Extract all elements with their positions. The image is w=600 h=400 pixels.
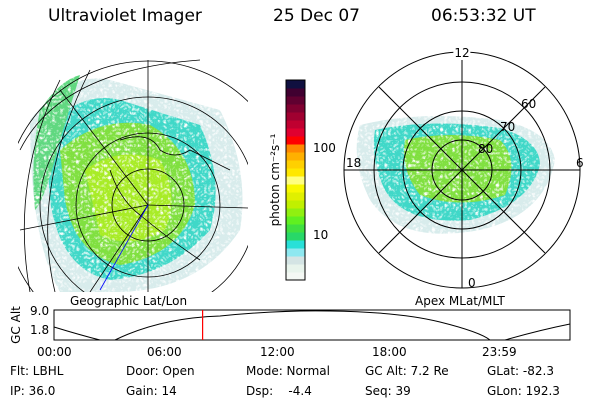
colorbar-swatch xyxy=(286,232,305,241)
status-seq: Seq: 39 xyxy=(365,384,411,398)
status-gc-alt: GC Alt: 7.2 Re xyxy=(365,364,449,378)
timeline-ylabel: GC Alt xyxy=(9,306,23,344)
status-dsp: Dsp: -4.4 xyxy=(246,384,312,398)
time-label: 06:53:32 UT xyxy=(431,6,536,26)
colorbar-swatch xyxy=(286,192,305,201)
colorbar-swatch xyxy=(286,256,305,265)
ytick-1-8: 1.8 xyxy=(30,323,50,337)
colorbar-swatch xyxy=(286,120,305,129)
status-gain: Gain: 14 xyxy=(126,384,177,398)
colorbar-swatch xyxy=(286,216,305,225)
colorbar-swatch xyxy=(286,160,305,169)
ytick-9: 9.0 xyxy=(30,304,50,318)
apex-polar-map xyxy=(343,51,581,289)
xtick-2: 12:00 xyxy=(260,345,295,359)
date-label: 25 Dec 07 xyxy=(273,6,360,26)
mlt-label-18: 18 xyxy=(346,156,362,170)
mlt-label-6: 6 xyxy=(576,156,584,170)
status-glon: GLon: 192.3 xyxy=(487,384,560,398)
xtick-1: 06:00 xyxy=(147,345,182,359)
colorbar-swatch xyxy=(286,104,305,113)
colorbar-frame xyxy=(285,79,306,281)
xtick-0: 00:00 xyxy=(37,345,72,359)
colorbar-swatch xyxy=(286,96,305,105)
colorbar xyxy=(285,79,306,281)
status-mode: Mode: Normal xyxy=(246,364,330,378)
colorbar-unit-label: photon cm⁻²s⁻¹ xyxy=(268,133,282,227)
altitude-timeline xyxy=(53,309,571,341)
colorbar-swatch xyxy=(286,128,305,137)
status-ip: IP: 36.0 xyxy=(10,384,56,398)
colorbar-swatch xyxy=(286,200,305,209)
colorbar-swatch xyxy=(286,176,305,185)
lat-label-80: 80 xyxy=(478,142,494,156)
status-filter: Flt: LBHL xyxy=(10,364,64,378)
mlt-label-0: 0 xyxy=(468,276,476,290)
lat-label-70: 70 xyxy=(500,120,516,134)
colorbar-swatch xyxy=(286,248,305,257)
colorbar-swatch xyxy=(286,208,305,217)
colorbar-swatch xyxy=(286,136,305,145)
colorbar-swatch xyxy=(286,152,305,161)
colorbar-tick-100: 100 xyxy=(313,141,336,155)
colorbar-swatch xyxy=(286,88,305,97)
geographic-map xyxy=(18,59,248,292)
colorbar-swatch xyxy=(286,264,305,273)
colorbar-swatch xyxy=(286,144,305,153)
colorbar-tick-10: 10 xyxy=(313,228,329,242)
xtick-4: 23:59 xyxy=(482,345,517,359)
colorbar-swatch xyxy=(286,272,305,281)
colorbar-swatch xyxy=(286,80,305,89)
status-glat: GLat: -82.3 xyxy=(487,364,554,378)
geographic-map-label: Geographic Lat/Lon xyxy=(70,294,188,308)
colorbar-swatch xyxy=(286,224,305,233)
colorbar-swatch xyxy=(286,184,305,193)
instrument-title: Ultraviolet Imager xyxy=(48,6,202,26)
xtick-3: 18:00 xyxy=(372,345,407,359)
colorbar-swatch xyxy=(286,168,305,177)
lat-label-60: 60 xyxy=(521,97,537,111)
mlt-label-12: 12 xyxy=(453,46,471,60)
colorbar-swatch xyxy=(286,240,305,249)
apex-map-label: Apex MLat/MLT xyxy=(415,294,505,308)
colorbar-swatch xyxy=(286,112,305,121)
status-door: Door: Open xyxy=(126,364,195,378)
